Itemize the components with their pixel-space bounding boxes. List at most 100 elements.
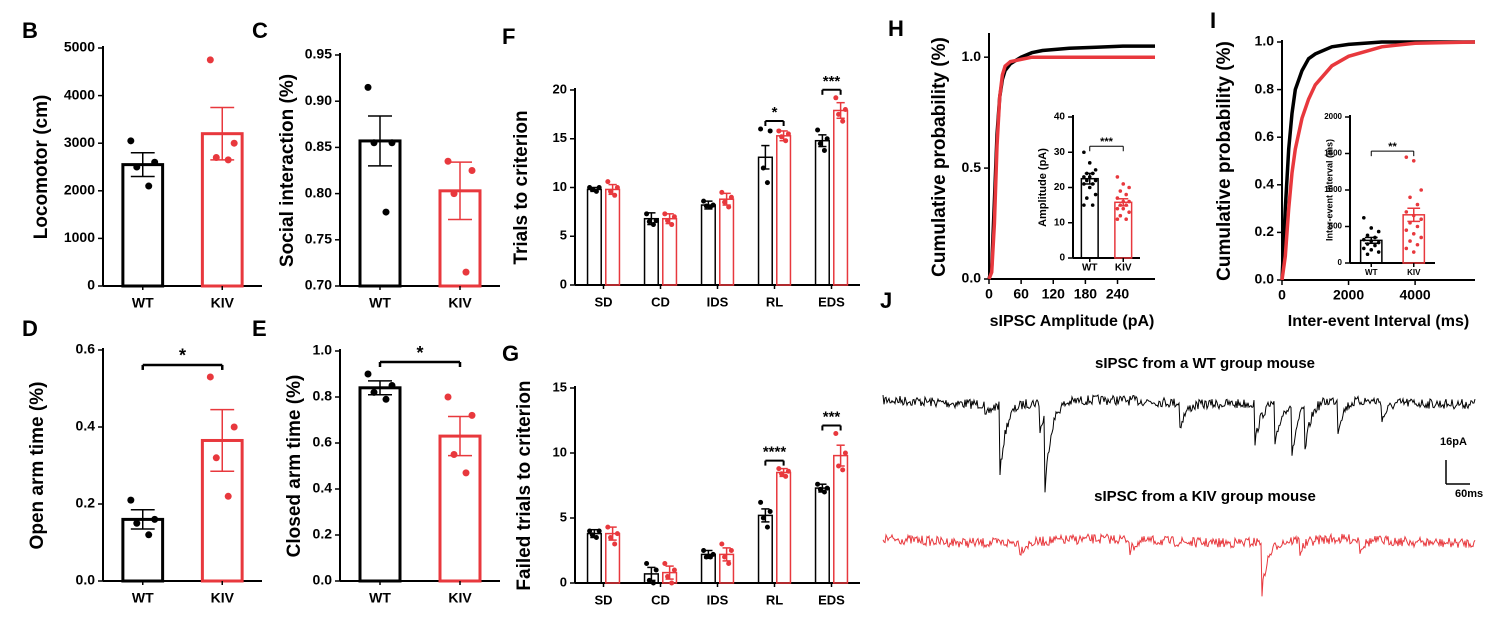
data-point [1121, 206, 1126, 211]
x-tick-label: KIV [1407, 268, 1421, 277]
x-tick-label: KIV [211, 295, 235, 311]
y-tick-label: 0 [87, 277, 95, 293]
x-tick-label: WT [1082, 263, 1098, 274]
data-point [468, 167, 476, 174]
y-tick-label: 10 [553, 179, 567, 194]
y-tick-label: 40 [1054, 112, 1066, 123]
x-tick-label: CD [651, 592, 670, 607]
x-tick-label: RL [766, 294, 783, 309]
y-axis-label: Closed arm time (%) [284, 375, 305, 558]
y-tick-label: 0 [560, 574, 567, 589]
y-tick-label: 0.0 [1255, 271, 1275, 287]
data-point [785, 131, 791, 137]
y-tick-label: 0.4 [76, 418, 96, 434]
panel-letter: G [502, 341, 519, 366]
data-point [726, 561, 732, 566]
data-point [665, 218, 671, 224]
y-tick-label: 3000 [64, 134, 95, 150]
x-tick-label: WT [1365, 268, 1378, 277]
data-point [726, 204, 732, 210]
panel-letter: C [252, 18, 268, 43]
data-point [764, 180, 770, 186]
x-tick-label: WT [132, 295, 154, 311]
data-point [722, 199, 728, 205]
y-tick-label: 10 [1054, 217, 1066, 228]
data-point [1115, 196, 1120, 200]
y-tick-label: 0.8 [1255, 80, 1275, 96]
significance: **** [763, 444, 787, 461]
data-point [1415, 202, 1420, 207]
y-axis-label: Locomotor (cm) [31, 95, 52, 240]
data-point [779, 134, 785, 140]
x-tick-label: KIV [1115, 263, 1132, 274]
y-axis-label: Social interaction (%) [277, 74, 298, 267]
x-tick-label: 120 [1042, 286, 1066, 302]
data-point [1087, 185, 1092, 190]
data-point [364, 83, 372, 91]
data-point [1365, 233, 1370, 238]
data-point [1127, 185, 1131, 190]
data-point [1085, 196, 1089, 200]
y-tick-label: 20 [1054, 182, 1066, 193]
data-point [662, 211, 668, 217]
data-point [728, 548, 734, 553]
trace-title: sIPSC from a WT group mouse [1095, 355, 1315, 372]
data-point [646, 219, 652, 225]
data-point [1362, 215, 1366, 220]
data-point [722, 554, 728, 560]
data-point [817, 486, 823, 492]
y-tick-label: 20 [553, 81, 567, 96]
data-point [1411, 250, 1416, 254]
data-point [1085, 178, 1089, 183]
data-point [1362, 246, 1366, 251]
data-point [1118, 189, 1123, 193]
panel-letter: H [888, 16, 904, 41]
panel-letter: D [22, 316, 38, 341]
data-point [842, 107, 848, 112]
data-point [589, 186, 595, 192]
bar [662, 217, 678, 286]
trace [882, 394, 1476, 493]
data-point [833, 95, 839, 101]
trace-title: sIPSC from a KIV group mouse [1094, 488, 1316, 505]
data-point [612, 541, 618, 547]
data-point [1090, 171, 1095, 176]
y-axis-label: Amplitude (pA) [1037, 148, 1049, 227]
data-point [650, 580, 656, 586]
x-tick-label: IDS [707, 294, 729, 309]
data-point [1115, 175, 1120, 179]
y-tick-label: 5000 [64, 39, 95, 55]
data-point [462, 469, 470, 477]
x-tick-label: KIV [211, 590, 235, 606]
data-point [1082, 203, 1086, 207]
data-point [1376, 229, 1381, 234]
x-tick-label: 0 [985, 286, 993, 302]
data-point [1082, 175, 1086, 179]
data-point [644, 211, 650, 217]
data-point [1093, 178, 1098, 183]
data-point [145, 182, 153, 190]
bar [833, 454, 849, 584]
data-point [1376, 250, 1381, 254]
bar [605, 532, 621, 584]
y-tick-label: 1.0 [1255, 33, 1275, 49]
y-tick-label: 500 [1329, 222, 1343, 231]
x-tick-label: WT [369, 295, 391, 311]
data-point [1419, 217, 1423, 221]
data-point [206, 56, 214, 64]
data-point [815, 481, 821, 487]
data-point [1408, 195, 1412, 200]
data-point [444, 157, 452, 165]
bar [121, 163, 165, 288]
data-point [212, 153, 220, 161]
data-point [1404, 246, 1409, 251]
significance: * [179, 346, 186, 366]
y-tick-label: 1.0 [313, 342, 333, 358]
data-point [1118, 213, 1123, 218]
data-point [206, 373, 214, 381]
data-point [840, 118, 846, 124]
bar [586, 532, 602, 584]
data-point [1408, 221, 1412, 225]
data-point [1362, 237, 1366, 242]
bar [814, 487, 830, 584]
